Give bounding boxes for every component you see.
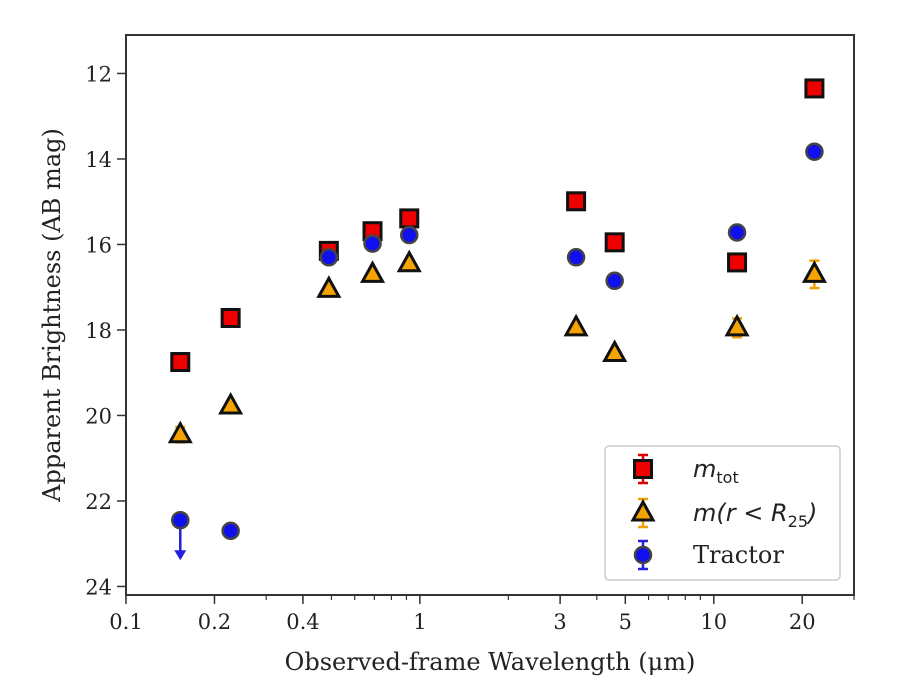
legend-label: Tractor bbox=[693, 541, 784, 569]
circle-marker bbox=[566, 248, 586, 267]
triangle-marker bbox=[563, 313, 589, 337]
y-axis-label: Apparent Brightness (AB mag) bbox=[38, 128, 66, 503]
x-axis: 0.1 0.2 0.4 1 3 5 10 20 bbox=[109, 595, 855, 634]
square-marker bbox=[604, 232, 625, 253]
triangle-marker bbox=[396, 249, 422, 273]
triangle-marker bbox=[724, 313, 750, 337]
x-tick-label: 0.1 bbox=[109, 610, 142, 634]
legend-main: m bbox=[693, 455, 716, 483]
x-tick-label: 10 bbox=[700, 610, 727, 634]
triangle-marker bbox=[630, 498, 656, 522]
series-triangle bbox=[167, 249, 827, 444]
square-marker bbox=[220, 307, 241, 328]
chart-marks bbox=[167, 78, 827, 561]
legend-tail: ) bbox=[806, 499, 817, 527]
circle-marker bbox=[221, 521, 240, 541]
y-tick-label: 12 bbox=[85, 62, 112, 86]
legend-main: m(r < R bbox=[693, 499, 788, 527]
legend-label: m(r < R25) bbox=[693, 499, 817, 531]
legend-subscript: tot bbox=[716, 468, 738, 487]
upper-limit-arrowhead bbox=[174, 550, 187, 561]
square-marker bbox=[170, 352, 191, 373]
triangle-marker bbox=[316, 275, 342, 298]
circle-marker bbox=[171, 510, 190, 530]
x-tick-label: 0.4 bbox=[286, 610, 319, 634]
circle-marker bbox=[727, 223, 747, 242]
plot-frame bbox=[125, 34, 855, 596]
circle-marker bbox=[633, 545, 653, 565]
y-tick-label: 24 bbox=[85, 575, 112, 599]
square-marker bbox=[566, 191, 587, 212]
x-tick-label: 3 bbox=[553, 610, 566, 634]
x-tick-label: 0.2 bbox=[198, 610, 231, 634]
square-marker bbox=[804, 78, 825, 99]
circle-marker bbox=[319, 248, 339, 267]
triangle-marker bbox=[359, 260, 386, 283]
legend-label: mtot bbox=[693, 455, 739, 487]
triangle-marker bbox=[218, 391, 244, 415]
series-circle bbox=[171, 142, 824, 561]
square-marker bbox=[727, 252, 748, 273]
triangle-marker bbox=[167, 420, 193, 444]
legend: mtot m(r < R25) Tractor bbox=[604, 445, 841, 581]
legend-subscript: 25 bbox=[788, 512, 808, 531]
y-tick-label: 14 bbox=[85, 148, 112, 172]
y-tick-label: 20 bbox=[85, 404, 112, 428]
circle-marker bbox=[605, 271, 624, 291]
triangle-marker bbox=[602, 339, 628, 362]
legend-box bbox=[604, 445, 841, 581]
y-tick-label: 18 bbox=[85, 319, 112, 343]
triangle-marker bbox=[801, 260, 827, 283]
y-axis: 12 14 16 18 20 22 24 bbox=[85, 62, 126, 599]
square-marker bbox=[633, 459, 653, 479]
x-tick-label: 5 bbox=[619, 610, 632, 634]
y-tick-label: 16 bbox=[85, 233, 112, 257]
x-axis-label: Observed-frame Wavelength (μm) bbox=[285, 648, 696, 676]
y-tick-label: 22 bbox=[85, 490, 112, 514]
x-tick-label: 20 bbox=[789, 610, 816, 634]
x-tick-label: 1 bbox=[413, 610, 426, 634]
square-marker bbox=[399, 208, 420, 229]
series-square bbox=[170, 78, 825, 373]
circle-marker bbox=[363, 234, 382, 253]
circle-marker bbox=[805, 142, 824, 161]
circle-marker bbox=[399, 225, 419, 245]
